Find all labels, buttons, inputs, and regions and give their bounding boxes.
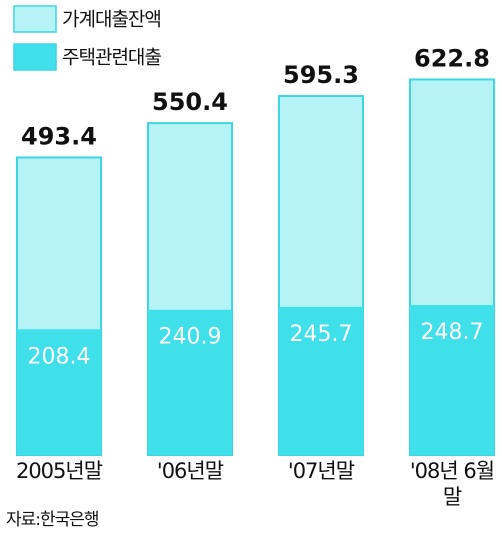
bar <box>279 306 363 455</box>
value-label: 248.7 <box>421 320 484 345</box>
source: 자료:한국은행 <box>6 510 100 530</box>
legend-swatch <box>13 43 57 71</box>
value-label: 550.4 <box>152 88 228 116</box>
value-label: 240.9 <box>159 325 222 350</box>
x-tick-label: '08년 6월말 <box>409 459 495 509</box>
legend-label: 주택관련대출 <box>62 47 161 69</box>
value-label: 595.3 <box>283 61 359 89</box>
bar <box>17 329 101 455</box>
value-label: 245.7 <box>290 322 353 347</box>
x-tick-label: '06년말 <box>156 459 224 483</box>
x-tick-label: 2005년말 <box>15 459 103 483</box>
value-label: 493.4 <box>21 122 97 150</box>
bar <box>410 305 494 455</box>
x-tick-label: '07년말 <box>287 459 355 483</box>
legend-swatch <box>13 5 57 33</box>
legend-label: 가계대출잔액 <box>62 9 161 31</box>
bar <box>148 309 232 455</box>
value-label: 208.4 <box>28 344 91 369</box>
value-label: 622.8 <box>414 44 490 72</box>
